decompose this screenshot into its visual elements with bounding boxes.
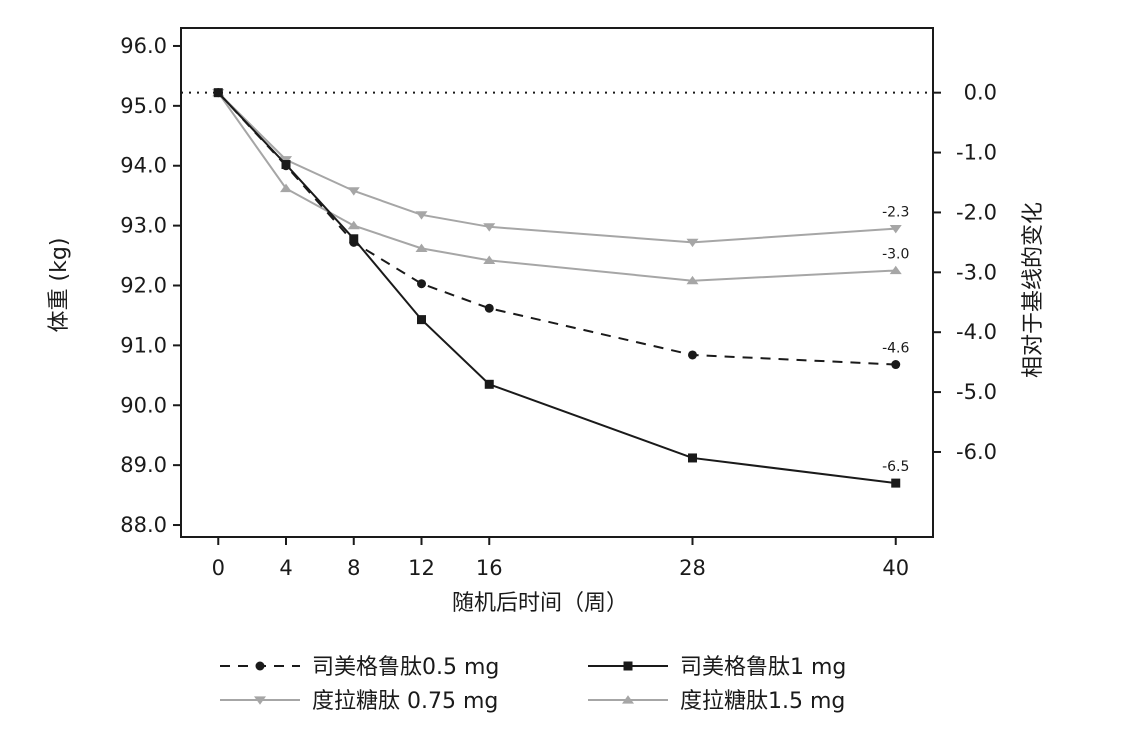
data-point <box>347 220 360 230</box>
data-point <box>484 303 494 313</box>
legend-label: 度拉糖肽1.5 mg <box>680 689 845 714</box>
series-3 <box>212 87 902 285</box>
y-left-tick-label: 93.0 <box>120 214 167 238</box>
legend-marker <box>623 661 633 671</box>
data-point <box>687 350 697 360</box>
data-point <box>417 279 427 289</box>
y-right-tick-label: -2.0 <box>956 200 997 224</box>
end-labels: -4.6 -6.5 -2.3 -3.0 <box>882 205 909 476</box>
x-tick-label: 8 <box>347 556 360 580</box>
legend-label: 司美格鲁肽1 mg <box>680 655 846 680</box>
legend-item: 司美格鲁肽1 mg <box>588 655 846 680</box>
data-point <box>281 160 291 170</box>
legend-marker <box>622 695 634 704</box>
y-right-tick-label: -1.0 <box>956 141 997 165</box>
legend-item: 司美格鲁肽0.5 mg <box>220 655 499 680</box>
x-axis-title: 随机后时间（周） <box>452 591 628 616</box>
data-point <box>483 255 496 264</box>
data-point <box>891 360 901 370</box>
legend-item: 度拉糖肽1.5 mg <box>588 689 845 714</box>
x-axis: 0 4 8 12 16 28 40 <box>212 537 909 580</box>
x-tick-label: 12 <box>408 556 435 580</box>
legend: 司美格鲁肽0.5 mg 司美格鲁肽1 mg 度拉糖肽 0.75 mg 度拉糖肽1.5 … <box>220 655 846 714</box>
x-tick-label: 0 <box>212 556 225 580</box>
series-line <box>217 92 896 282</box>
legend-marker <box>254 696 266 705</box>
data-point <box>213 88 223 98</box>
y-right-axis-title: 相对于基线的变化 <box>1021 202 1046 378</box>
y-left-tick-label: 92.0 <box>120 273 167 297</box>
data-point <box>687 453 697 463</box>
data-point <box>415 243 428 252</box>
data-point <box>415 211 428 220</box>
data-point <box>349 234 359 244</box>
data-point <box>280 183 293 193</box>
series-0 <box>213 88 901 370</box>
legend-marker <box>255 661 265 671</box>
y-left-tick-label: 95.0 <box>120 94 167 118</box>
data-point <box>889 265 902 275</box>
y-right-axis: 0.0 -1.0 -2.0 -3.0 -4.0 -5.0 -6.0 <box>933 81 997 464</box>
x-tick-label: 28 <box>679 556 706 580</box>
series-1 <box>213 88 901 488</box>
y-left-tick-label: 94.0 <box>120 154 167 178</box>
y-left-tick-label: 90.0 <box>120 393 167 417</box>
y-right-tick-label: -4.0 <box>956 320 997 344</box>
series-2 <box>212 89 902 248</box>
data-point <box>417 315 427 325</box>
series-layer <box>212 87 902 488</box>
data-point <box>891 478 901 488</box>
y-left-tick-label: 91.0 <box>120 333 167 357</box>
data-point <box>686 275 699 285</box>
x-tick-label: 40 <box>882 556 909 580</box>
data-label: -6.5 <box>882 459 909 475</box>
data-point <box>889 225 902 234</box>
y-left-axis-title: 体重 (kg) <box>47 238 72 333</box>
data-point <box>484 379 494 389</box>
y-left-tick-label: 96.0 <box>120 34 167 58</box>
plot-frame <box>180 27 934 538</box>
y-left-axis: 96.0 95.0 94.0 93.0 92.0 91.0 90.0 89.0 88.0 <box>120 34 181 537</box>
data-label: -4.6 <box>882 341 909 357</box>
legend-label: 度拉糖肽 0.75 mg <box>312 689 498 714</box>
y-right-tick-label: 0.0 <box>964 81 997 105</box>
series-line <box>217 91 896 244</box>
series-line <box>217 91 896 485</box>
data-label: -3.0 <box>882 247 909 263</box>
legend-label: 司美格鲁肽0.5 mg <box>312 655 499 680</box>
x-tick-label: 16 <box>476 556 503 580</box>
series-line <box>217 91 896 366</box>
y-right-tick-label: -6.0 <box>956 440 997 464</box>
y-right-tick-label: -5.0 <box>956 380 997 404</box>
data-point <box>686 238 699 248</box>
y-left-tick-label: 89.0 <box>120 453 167 477</box>
y-right-tick-label: -3.0 <box>956 260 997 284</box>
y-left-tick-label: 88.0 <box>120 513 167 537</box>
data-point <box>483 223 496 232</box>
data-label: -2.3 <box>882 205 909 221</box>
x-tick-label: 4 <box>279 556 292 580</box>
legend-item: 度拉糖肽 0.75 mg <box>220 689 498 714</box>
data-point <box>347 187 360 196</box>
